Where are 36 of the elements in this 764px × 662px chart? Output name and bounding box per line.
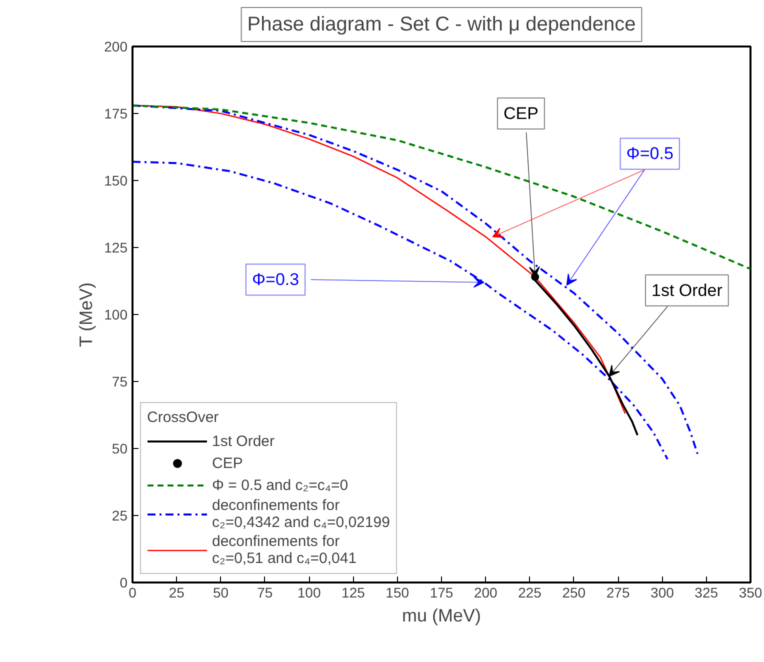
x-tick-label: 150 bbox=[386, 584, 410, 600]
x-tick-label: 225 bbox=[518, 584, 542, 600]
x-tick-label: 200 bbox=[474, 584, 498, 600]
annotation: Φ=0.5 bbox=[626, 144, 674, 164]
y-tick-label: 125 bbox=[104, 240, 128, 256]
legend-label: Φ = 0.5 and c₂=c₄=0 bbox=[212, 476, 348, 494]
y-tick-label: 75 bbox=[112, 374, 128, 390]
legend-label: 1st Order bbox=[212, 432, 275, 450]
y-tick-label: 175 bbox=[104, 106, 128, 122]
x-tick-label: 350 bbox=[738, 584, 762, 600]
annotation: CEP bbox=[503, 104, 538, 123]
x-tick-label: 125 bbox=[342, 584, 366, 600]
legend-title: CrossOver bbox=[147, 409, 220, 426]
x-tick-label: 75 bbox=[257, 584, 273, 600]
x-tick-label: 175 bbox=[430, 584, 454, 600]
annotation: 1st Order bbox=[652, 280, 723, 300]
x-tick-label: 250 bbox=[562, 584, 586, 600]
y-tick-label: 50 bbox=[112, 440, 128, 456]
y-axis-title: T (MeV) bbox=[76, 282, 96, 347]
chart-title: Phase diagram - Set C - with μ dependence bbox=[247, 14, 636, 36]
x-tick-label: 100 bbox=[297, 584, 321, 600]
y-tick-label: 100 bbox=[104, 306, 128, 322]
x-tick-label: 50 bbox=[213, 584, 229, 600]
x-axis-title: mu (MeV) bbox=[402, 606, 482, 626]
y-tick-label: 0 bbox=[120, 574, 128, 590]
legend-label: deconfinements for c₂=0,51 and c₄=0,041 bbox=[212, 533, 357, 567]
x-tick-label: 275 bbox=[606, 584, 630, 600]
legend-label: CEP bbox=[212, 454, 243, 472]
y-tick-label: 200 bbox=[104, 38, 128, 54]
annotation: Φ=0.3 bbox=[252, 270, 300, 290]
x-tick-label: 25 bbox=[168, 584, 185, 600]
y-tick-label: 25 bbox=[112, 508, 128, 524]
line-series bbox=[132, 104, 750, 270]
y-tick-label: 150 bbox=[104, 172, 128, 188]
x-tick-label: 325 bbox=[694, 584, 718, 600]
x-tick-label: 300 bbox=[650, 584, 674, 600]
